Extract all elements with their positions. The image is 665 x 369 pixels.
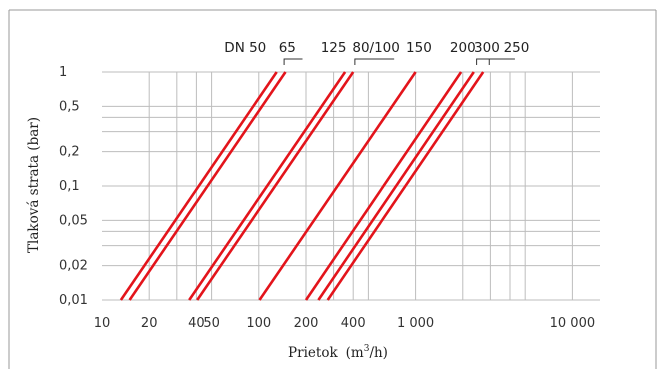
- x-tick-label: 200: [294, 316, 319, 331]
- x-axis-title: Prietok (m3/h): [288, 344, 388, 361]
- dn-label: DN 50: [224, 40, 266, 56]
- dn-label: 150: [406, 40, 432, 56]
- dn-label: 300: [474, 40, 500, 56]
- dn-label: 65: [279, 40, 296, 56]
- series-line: [119, 71, 278, 301]
- series-line: [326, 71, 485, 301]
- y-gridlines: [102, 71, 600, 301]
- y-tick-label: 0,05: [59, 213, 88, 228]
- dn-brackets: [283, 58, 515, 65]
- x-tick-label: 1 000: [397, 316, 434, 331]
- dn-label: 250: [504, 40, 530, 56]
- y-tick-labels: 1 0,5 0,2 0,1 0,05 0,02 0,01: [59, 65, 88, 308]
- series-line: [317, 71, 475, 301]
- x-tick-label: 50: [203, 316, 220, 331]
- chart-frame: [8, 9, 657, 369]
- dn-label: 80/100: [352, 40, 400, 56]
- x-axis-title-text: Prietok: [288, 345, 338, 361]
- series-line: [188, 71, 347, 301]
- dn-bracket: [354, 58, 395, 65]
- series-line: [128, 71, 287, 301]
- x-axis-unit-superscript: 3: [364, 344, 370, 354]
- x-tick-label: 400: [341, 316, 366, 331]
- x-axis-unit-base: (m: [346, 345, 364, 361]
- dn-bracket: [283, 58, 303, 65]
- y-tick-label: 0,01: [59, 293, 88, 308]
- x-tick-label: 40: [188, 316, 205, 331]
- dn-label: 200: [450, 40, 476, 56]
- dn-bracket: [488, 58, 515, 65]
- x-tick-label: 100: [246, 316, 271, 331]
- y-tick-label: 0,02: [59, 259, 88, 274]
- series-lines: [119, 71, 485, 301]
- x-axis-unit-tail: /h): [369, 345, 388, 361]
- y-axis-title: Tlaková strata (bar): [26, 117, 42, 253]
- y-tick-label: 0,2: [59, 145, 80, 160]
- y-tick-label: 0,5: [59, 99, 80, 114]
- x-tick-label: 10 000: [550, 316, 596, 331]
- x-tick-label: 20: [141, 316, 158, 331]
- x-tick-label: 10: [94, 316, 111, 331]
- series-line: [258, 71, 417, 301]
- y-tick-label: 0,1: [59, 179, 80, 194]
- series-line: [196, 71, 355, 301]
- series-line: [304, 71, 463, 301]
- dn-label: 125: [321, 40, 347, 56]
- dn-bracket: [476, 58, 490, 65]
- y-tick-label: 1: [59, 65, 67, 80]
